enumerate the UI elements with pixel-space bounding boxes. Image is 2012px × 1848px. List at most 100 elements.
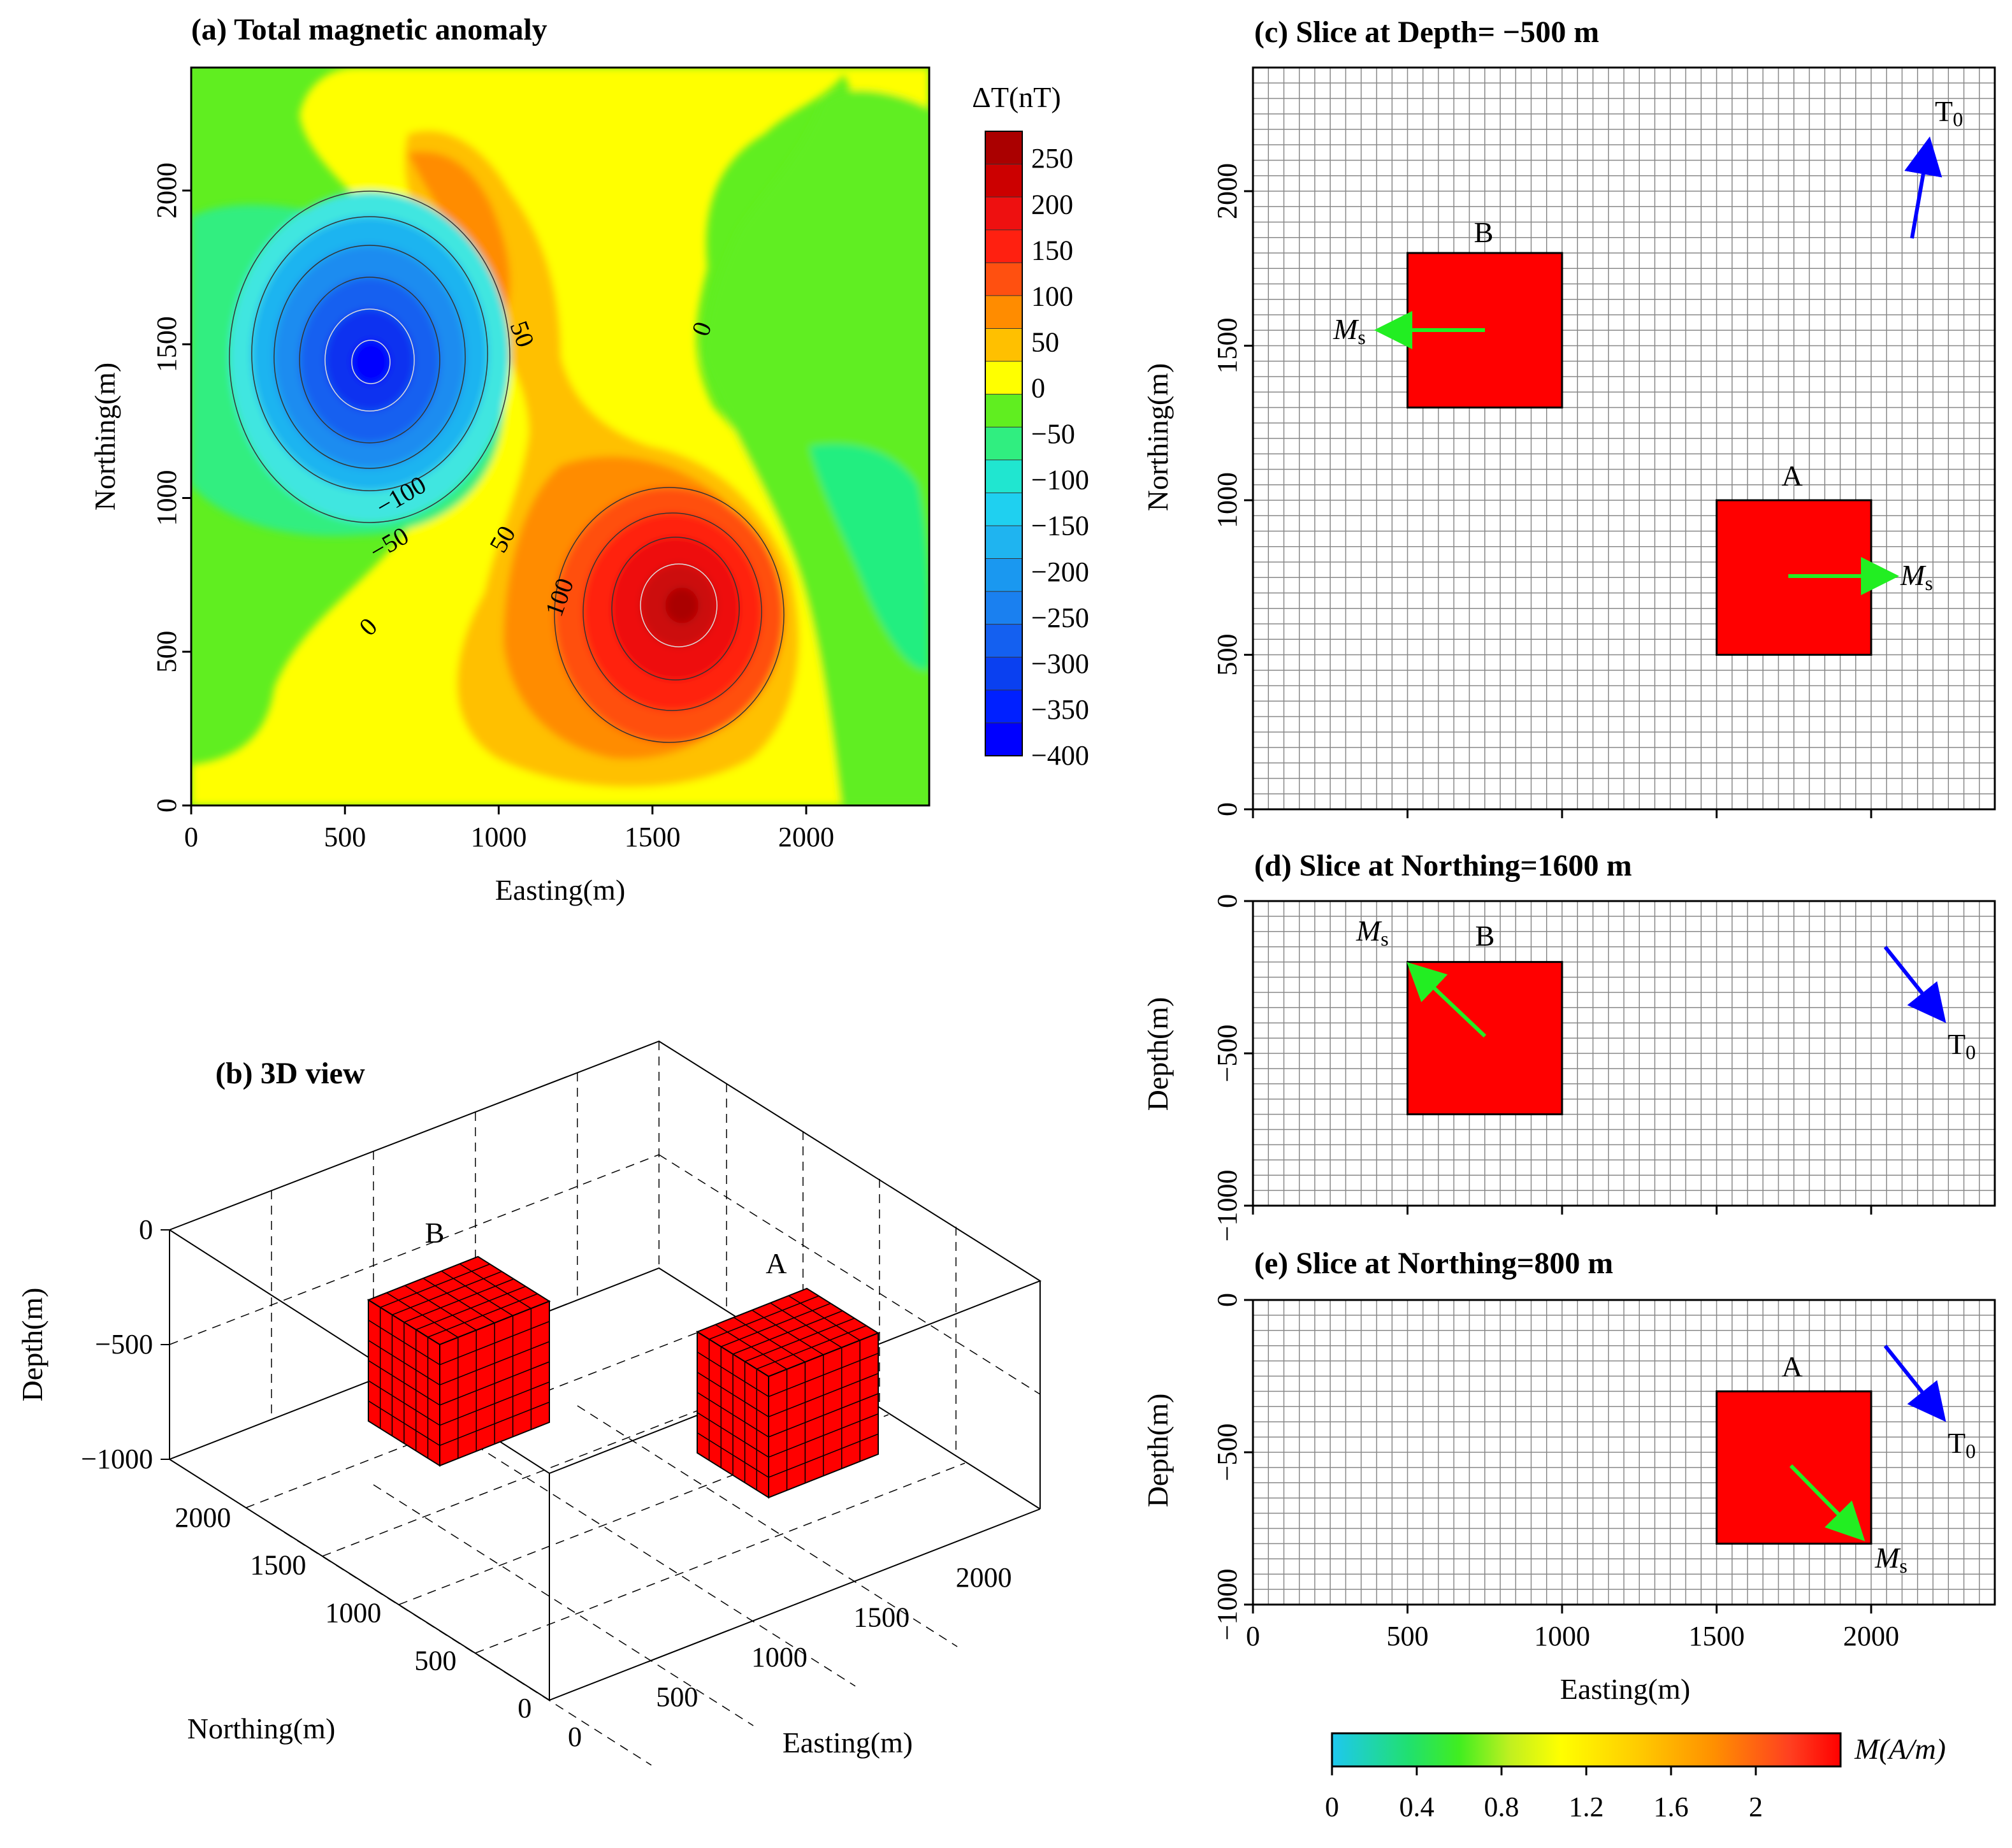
slice-ytick-label: −500 xyxy=(1212,1424,1243,1482)
dt-colorbar-label: −250 xyxy=(1031,602,1089,633)
panel-a-xtick-label: 500 xyxy=(324,821,366,853)
dt-colorbar-swatch xyxy=(985,459,1022,493)
ms-label-b-c: Ms xyxy=(1333,313,1366,349)
gridd-axes: 0 −500 −1000 xyxy=(1212,894,1996,1242)
t0-label-d: T0 xyxy=(1948,1028,1976,1064)
panel-a-xtick-label: 0 xyxy=(184,821,198,853)
panel-b-xtick-label: 1000 xyxy=(751,1642,807,1673)
slice-xtick-label: 0 xyxy=(1246,1621,1260,1652)
slice-ytick-label: 500 xyxy=(1212,634,1243,676)
panel-a-xtick-label: 2000 xyxy=(778,821,834,853)
slice-xtick-label: 1500 xyxy=(1689,1621,1745,1652)
dt-colorbar-swatch xyxy=(985,558,1022,592)
panel-d-title: (d) Slice at Northing=1600 m xyxy=(1254,849,1632,883)
m-colorbar-ramp xyxy=(1331,1732,1842,1768)
body-b-3d-label: B xyxy=(425,1216,445,1249)
panel-a-axes: 0 500 1000 1500 2000 0 500 1000 1500 2000 xyxy=(151,162,834,853)
panel-c: (c) Slice at Depth= −500 m 0 500 1000 1500 2… xyxy=(1141,15,1996,818)
dt-colorbar-label: −350 xyxy=(1031,694,1089,725)
panel-a-ytick-label: 1500 xyxy=(151,316,182,372)
panel-a-xtick-label: 1500 xyxy=(625,821,681,853)
panel-b-ztick-label: −500 xyxy=(95,1329,153,1360)
body-b-label-c: B xyxy=(1474,216,1494,249)
panel-b-ticks: 0 −500 −1000 0 500 1000 1500 2000 0 500 1000 1500 20… xyxy=(81,1214,1011,1752)
dt-colorbar-swatch xyxy=(985,361,1022,395)
slice-ytick-label: 1000 xyxy=(1212,472,1243,528)
panel-a-xlabel: Easting(m) xyxy=(495,874,625,906)
dt-colorbar-label: −150 xyxy=(1031,510,1089,542)
panel-d: (d) Slice at Northing=1600 m 0−500−1000 … xyxy=(1141,849,1996,1242)
dt-colorbar-label: 200 xyxy=(1031,189,1073,220)
panel-b-xtick-label: 1500 xyxy=(853,1602,909,1633)
dt-colorbar-swatch xyxy=(985,723,1022,756)
panel-a-ytick-label: 2000 xyxy=(151,162,182,219)
panel-b-xtick-label: 0 xyxy=(568,1721,582,1752)
m-colorbar-tick-label: 0.4 xyxy=(1400,1791,1435,1823)
slice-ytick-label: 0 xyxy=(1212,894,1243,908)
panel-a-frame xyxy=(190,66,930,807)
panel-b-ylabel: Northing(m) xyxy=(187,1712,336,1745)
slice-ytick-label: 2000 xyxy=(1212,163,1243,219)
panel-c-ylabel: Northing(m) xyxy=(1141,363,1174,512)
body-b-3d: B xyxy=(366,1216,551,1467)
dt-colorbar-swatch xyxy=(985,624,1022,658)
panel-a-ytick-label: 0 xyxy=(151,798,182,812)
panel-b-ytick-label: 1500 xyxy=(250,1550,306,1581)
t0-label-e: T0 xyxy=(1948,1427,1976,1462)
ms-label-a-c: Ms xyxy=(1900,559,1933,595)
panel-b-title: (b) 3D view xyxy=(215,1057,365,1090)
panel-c-title: (c) Slice at Depth= −500 m xyxy=(1254,15,1599,49)
dt-colorbar-label: −200 xyxy=(1031,556,1089,588)
slice-ytick-label: 0 xyxy=(1212,802,1243,816)
m-colorbar-tick-label: 2 xyxy=(1749,1791,1763,1823)
dt-colorbar-swatch xyxy=(985,493,1022,526)
panel-b-xtick-label: 2000 xyxy=(956,1562,1012,1593)
ms-arrow-a-e xyxy=(1789,1464,1865,1541)
dt-colorbar-label: −400 xyxy=(1031,740,1089,771)
slice-xtick-label: 1000 xyxy=(1534,1621,1590,1652)
panel-b-ztick-label: −1000 xyxy=(81,1443,153,1475)
panel-d-ylabel: Depth(m) xyxy=(1141,997,1174,1111)
dt-colorbar-swatch xyxy=(985,164,1022,198)
gridc-axes: 0 500 1000 1500 2000 xyxy=(1212,66,1996,818)
panel-b-ytick-label: 2000 xyxy=(175,1502,231,1533)
panel-b-ytick-label: 0 xyxy=(517,1693,532,1724)
panel-b-xlabel: Easting(m) xyxy=(783,1726,913,1759)
dt-colorbar-title: ΔT(nT) xyxy=(972,81,1060,113)
panel-e-ylabel: Depth(m) xyxy=(1141,1394,1174,1508)
dt-colorbar-label: 0 xyxy=(1031,373,1045,404)
body-a-label-e: A xyxy=(1781,1350,1802,1383)
m-colorbar-tick-label: 0 xyxy=(1325,1791,1339,1823)
dt-colorbar-swatch xyxy=(985,263,1022,296)
ms-label-a-e: Ms xyxy=(1874,1541,1907,1577)
dt-colorbar-label: −100 xyxy=(1031,465,1089,496)
gride-axes: 0−500−1000 0 500 1000 1500 2000 xyxy=(1212,1293,1996,1652)
ms-arrow-b-d xyxy=(1407,962,1487,1038)
panel-a-ylabel: Northing(m) xyxy=(89,363,121,511)
dt-colorbar-swatch xyxy=(985,394,1022,428)
t0-label-c: T0 xyxy=(1935,95,1963,131)
dt-colorbar-label: −300 xyxy=(1031,648,1089,679)
dt-colorbar-label: −50 xyxy=(1031,419,1075,450)
panel-b-zlabel: Depth(m) xyxy=(16,1288,48,1402)
m-colorbar-label: M(A/m) xyxy=(1854,1733,1946,1765)
body-a-3d: A xyxy=(695,1247,880,1499)
body-a-3d-label: A xyxy=(765,1247,786,1280)
slice-xtick-label: 2000 xyxy=(1843,1621,1899,1652)
slice-ytick-label: −1000 xyxy=(1212,1569,1243,1641)
panel-b: (b) 3D view xyxy=(16,1040,1042,1766)
dt-colorbar-label: 100 xyxy=(1031,280,1073,312)
body-a-label-c: A xyxy=(1781,459,1802,492)
dt-colorbar-swatch xyxy=(985,131,1022,165)
panel-b-ztick-label: 0 xyxy=(139,1214,153,1245)
dt-colorbar-swatch xyxy=(985,657,1022,691)
panel-a-xtick-label: 1000 xyxy=(471,821,527,853)
slice-ytick-label: 0 xyxy=(1212,1293,1243,1307)
dt-colorbar: 250 200 150 100 50 0 −50 −100 −150 −200 −250 −300 −3… xyxy=(985,131,1089,771)
dt-colorbar-swatch xyxy=(985,427,1022,461)
dt-colorbar-swatch xyxy=(985,295,1022,329)
panel-a: (a) Total magnetic anomaly xyxy=(89,13,1089,906)
slice-ytick-label: −1000 xyxy=(1212,1170,1243,1242)
slice-ytick-label: −500 xyxy=(1212,1025,1243,1083)
m-colorbar-tick-label: 0.8 xyxy=(1484,1791,1519,1823)
